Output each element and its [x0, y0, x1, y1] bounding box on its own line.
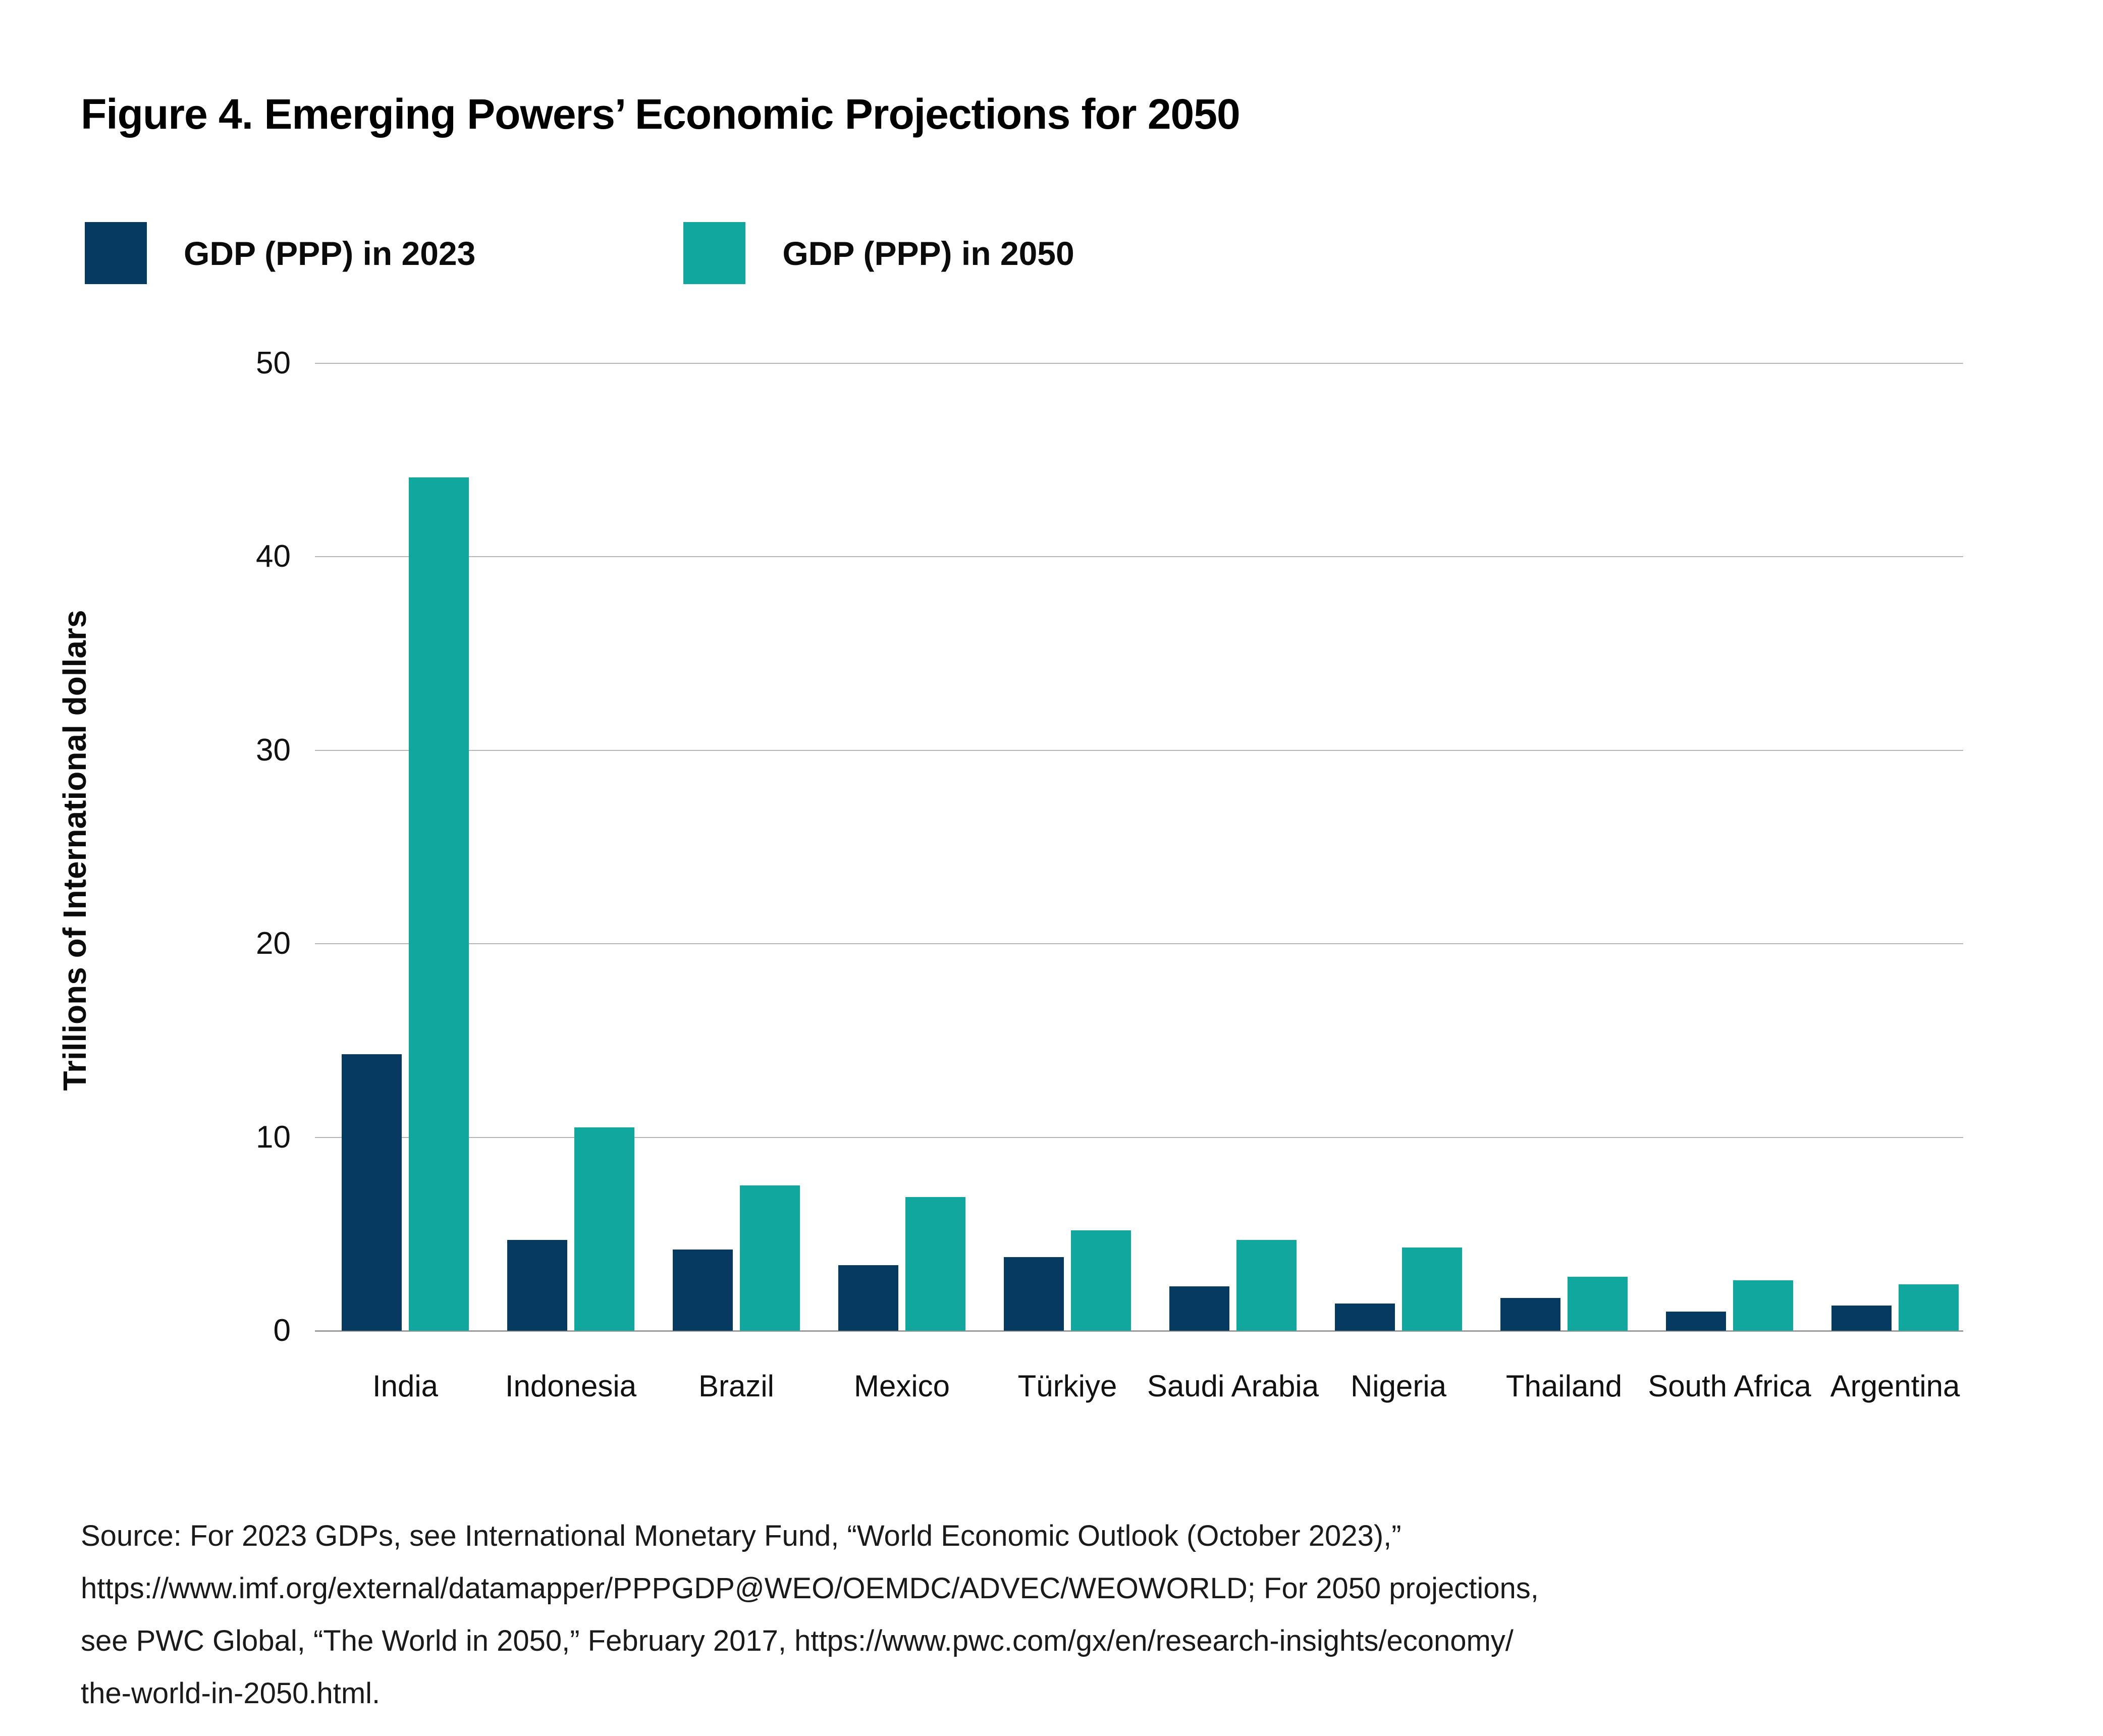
legend-label-2050: GDP (PPP) in 2050	[782, 234, 1074, 272]
x-label-mexico: Mexico	[853, 1369, 950, 1403]
gridline-20	[315, 943, 1963, 945]
source-line: https://www.imf.org/external/datamapper/…	[81, 1572, 1539, 1605]
x-label-indonesia: Indonesia	[505, 1369, 637, 1403]
legend-swatch-2023-icon	[85, 222, 147, 284]
source-line: see PWC Global, “The World in 2050,” Feb…	[81, 1624, 1514, 1657]
x-label-thailand: Thailand	[1505, 1369, 1623, 1403]
bar-south-africa-2050	[1733, 1280, 1793, 1331]
y-tick-10: 10	[256, 1119, 291, 1155]
bar-mexico-2050	[905, 1197, 965, 1331]
bar-nigeria-2023	[1335, 1304, 1395, 1331]
gridline-10	[315, 1136, 1963, 1138]
bar-thailand-2050	[1568, 1277, 1628, 1331]
y-tick-50: 50	[256, 346, 291, 381]
legend-label-2023: GDP (PPP) in 2023	[184, 234, 476, 272]
bar-saudi-arabia-2023	[1169, 1286, 1229, 1331]
x-axis-line	[315, 1330, 1963, 1332]
gridline-40	[315, 556, 1963, 558]
bar-india-2023	[342, 1054, 402, 1331]
bar-argentina-2050	[1899, 1284, 1959, 1331]
bar-brazil-2050	[740, 1185, 800, 1331]
legend: GDP (PPP) in 2023 GDP (PPP) in 2050	[85, 222, 1074, 284]
y-tick-30: 30	[256, 732, 291, 768]
x-label-saudi-arabia: Saudi Arabia	[1147, 1369, 1319, 1403]
bar-argentina-2023	[1831, 1306, 1892, 1331]
source-line: the-world-in-2050.html.	[81, 1677, 381, 1710]
x-label-nigeria: Nigeria	[1350, 1369, 1447, 1403]
page-title: Figure 4. Emerging Powers’ Economic Proj…	[81, 90, 1241, 138]
legend-item-2023: GDP (PPP) in 2023	[85, 222, 475, 284]
source-note: Source: For 2023 GDPs, see International…	[81, 1510, 1539, 1720]
bar-south-africa-2023	[1666, 1312, 1726, 1331]
y-tick-0: 0	[273, 1313, 291, 1348]
bar-thailand-2023	[1500, 1298, 1560, 1331]
source-line: Source: For 2023 GDPs, see International…	[81, 1520, 1401, 1552]
legend-item-2050: GDP (PPP) in 2050	[683, 222, 1074, 284]
bar-mexico-2023	[838, 1265, 898, 1331]
x-label-india: India	[372, 1369, 439, 1403]
bar-india-2050	[409, 477, 469, 1331]
bar-türkiye-2050	[1071, 1230, 1131, 1331]
bar-nigeria-2050	[1402, 1247, 1462, 1331]
gridline-50	[315, 363, 1963, 364]
x-label-argentina: Argentina	[1830, 1369, 1960, 1403]
x-label-türkiye: Türkiye	[1017, 1369, 1117, 1403]
x-label-south-africa: South Africa	[1648, 1369, 1811, 1403]
bar-saudi-arabia-2050	[1236, 1240, 1297, 1331]
bar-indonesia-2050	[574, 1127, 634, 1331]
bar-türkiye-2023	[1004, 1257, 1064, 1331]
y-tick-40: 40	[256, 539, 291, 574]
legend-swatch-2050-icon	[683, 222, 746, 284]
bar-brazil-2023	[673, 1250, 733, 1331]
y-axis-title: Trillions of International dollars	[57, 610, 93, 1091]
gridline-30	[315, 749, 1963, 751]
x-label-brazil: Brazil	[698, 1369, 775, 1403]
y-tick-20: 20	[256, 926, 291, 961]
bar-indonesia-2023	[507, 1240, 567, 1331]
